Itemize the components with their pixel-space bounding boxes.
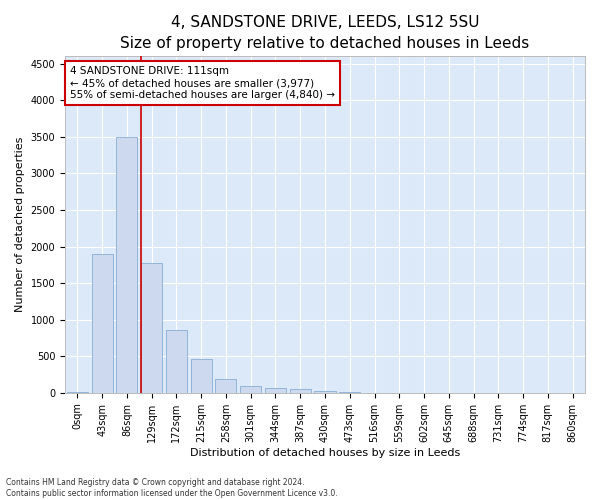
Text: 4 SANDSTONE DRIVE: 111sqm
← 45% of detached houses are smaller (3,977)
55% of se: 4 SANDSTONE DRIVE: 111sqm ← 45% of detac…: [70, 66, 335, 100]
Text: Contains HM Land Registry data © Crown copyright and database right 2024.
Contai: Contains HM Land Registry data © Crown c…: [6, 478, 338, 498]
Bar: [314, 390, 335, 393]
Bar: [265, 388, 286, 393]
Title: 4, SANDSTONE DRIVE, LEEDS, LS12 5SU
Size of property relative to detached houses: 4, SANDSTONE DRIVE, LEEDS, LS12 5SU Size…: [121, 15, 530, 51]
Bar: [339, 392, 360, 393]
Bar: [191, 359, 212, 393]
Bar: [166, 330, 187, 393]
X-axis label: Distribution of detached houses by size in Leeds: Distribution of detached houses by size …: [190, 448, 460, 458]
Bar: [92, 254, 113, 393]
Bar: [240, 386, 261, 393]
Bar: [215, 380, 236, 393]
Bar: [141, 262, 162, 393]
Bar: [116, 137, 137, 393]
Y-axis label: Number of detached properties: Number of detached properties: [15, 137, 25, 312]
Bar: [290, 389, 311, 393]
